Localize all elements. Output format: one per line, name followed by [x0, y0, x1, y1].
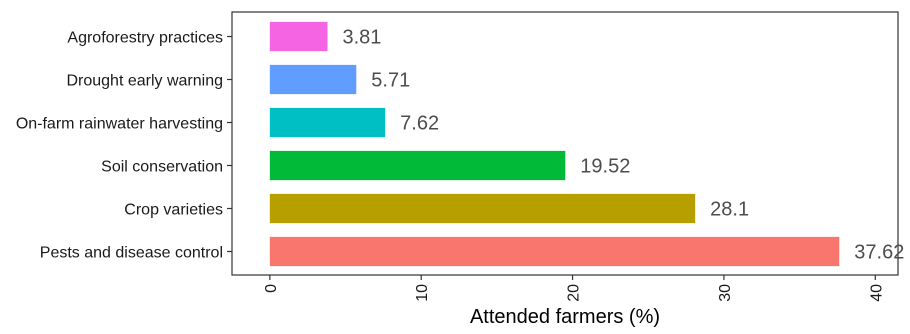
bar	[270, 237, 839, 266]
bars-layer	[270, 22, 839, 266]
data-label: 5.71	[371, 70, 410, 92]
category-label: Crop varieties	[124, 202, 223, 219]
data-label: 3.81	[343, 27, 382, 49]
category-label: Agroforestry practices	[67, 30, 223, 47]
x-axis-ticks: 0 10 20 30 40	[263, 275, 885, 302]
x-axis-title: Attended farmers (%)	[470, 306, 660, 328]
category-label: Soil conservation	[101, 159, 223, 176]
bar	[270, 108, 385, 137]
bar	[270, 151, 565, 180]
data-label: 28.1	[710, 199, 749, 221]
x-tick-label: 0	[263, 284, 280, 293]
y-axis-categories: Pests and disease control Crop varieties S…	[16, 30, 232, 262]
bar	[270, 194, 695, 223]
category-label: Pests and disease control	[40, 245, 223, 262]
data-labels-layer: 37.62 28.1 19.52 7.62 5.71 3.81	[343, 27, 905, 264]
x-tick-label: 10	[414, 284, 431, 302]
bar	[270, 65, 356, 94]
plot-panel-border	[232, 12, 898, 275]
data-label: 19.52	[580, 156, 630, 178]
category-label: Drought early warning	[66, 73, 223, 90]
data-label: 7.62	[400, 113, 439, 135]
bar	[270, 22, 328, 51]
x-tick-label: 20	[566, 284, 583, 302]
x-tick-label: 30	[717, 284, 734, 302]
x-tick-label: 40	[868, 284, 885, 302]
data-label: 37.62	[854, 242, 904, 264]
category-label: On-farm rainwater harvesting	[16, 116, 223, 133]
